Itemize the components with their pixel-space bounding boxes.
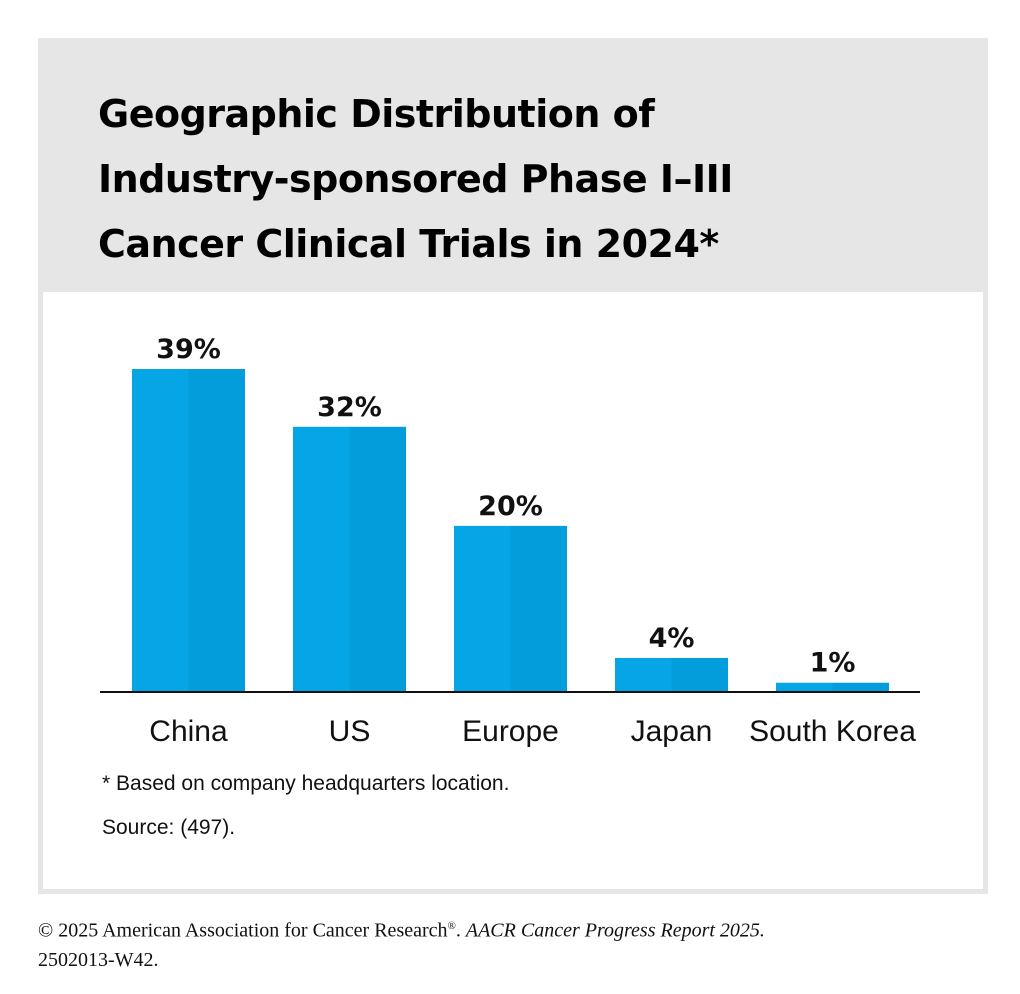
chart-frame: Geographic Distribution of Industry-spon… <box>38 38 988 894</box>
data-label: 1% <box>810 648 856 679</box>
bar-europe <box>454 525 567 691</box>
bar-south-korea <box>776 682 889 691</box>
bar-right-half <box>349 426 406 691</box>
chart-panel: 39% China 32% US 20% Europe 4% Japan 1% South Kor… <box>43 292 983 889</box>
footnote-source: Source: (497). <box>102 816 236 839</box>
bar-left-half <box>454 525 511 691</box>
category-label: US <box>329 715 371 748</box>
data-label: 39% <box>156 334 221 365</box>
bar-japan <box>615 657 728 691</box>
report-name: AACR Cancer Progress Report 2025. <box>465 919 765 942</box>
bar-left-half <box>776 682 833 691</box>
bar-right-half <box>188 369 245 691</box>
bar-left-half <box>293 426 350 691</box>
copyright-notice: © 2025 American Association for Cancer R… <box>38 912 988 975</box>
category-label: Japan <box>631 715 713 748</box>
title-line-2: Industry-sponsored Phase I–III <box>98 157 733 201</box>
bar-us <box>293 426 406 691</box>
registered-mark: ® <box>447 920 456 932</box>
title-line-3: Cancer Clinical Trials in 2024* <box>98 222 719 266</box>
figure-code: 2502013-W42. <box>38 948 159 971</box>
bar-right-half <box>671 657 728 691</box>
chart-title: Geographic Distribution of Industry-spon… <box>98 82 733 277</box>
data-label: 32% <box>317 392 382 423</box>
copyright-text: © 2025 American Association for Cancer R… <box>38 919 448 942</box>
category-label: South Korea <box>749 715 916 748</box>
bar-right-half <box>510 525 567 691</box>
footnote-basis: * Based on company headquarters location… <box>102 772 510 795</box>
data-label: 4% <box>649 623 695 654</box>
bar-left-half <box>615 657 672 691</box>
bar-left-half <box>132 369 189 691</box>
title-line-1: Geographic Distribution of <box>98 92 655 136</box>
bar-chart: 39% China 32% US 20% Europe 4% Japan 1% South Kor… <box>100 334 920 748</box>
bar-china <box>132 369 245 691</box>
copyright-separator: . <box>455 919 466 942</box>
data-label: 20% <box>478 491 543 522</box>
bar-right-half <box>832 682 889 691</box>
category-label: China <box>149 715 228 748</box>
category-label: Europe <box>462 715 559 748</box>
